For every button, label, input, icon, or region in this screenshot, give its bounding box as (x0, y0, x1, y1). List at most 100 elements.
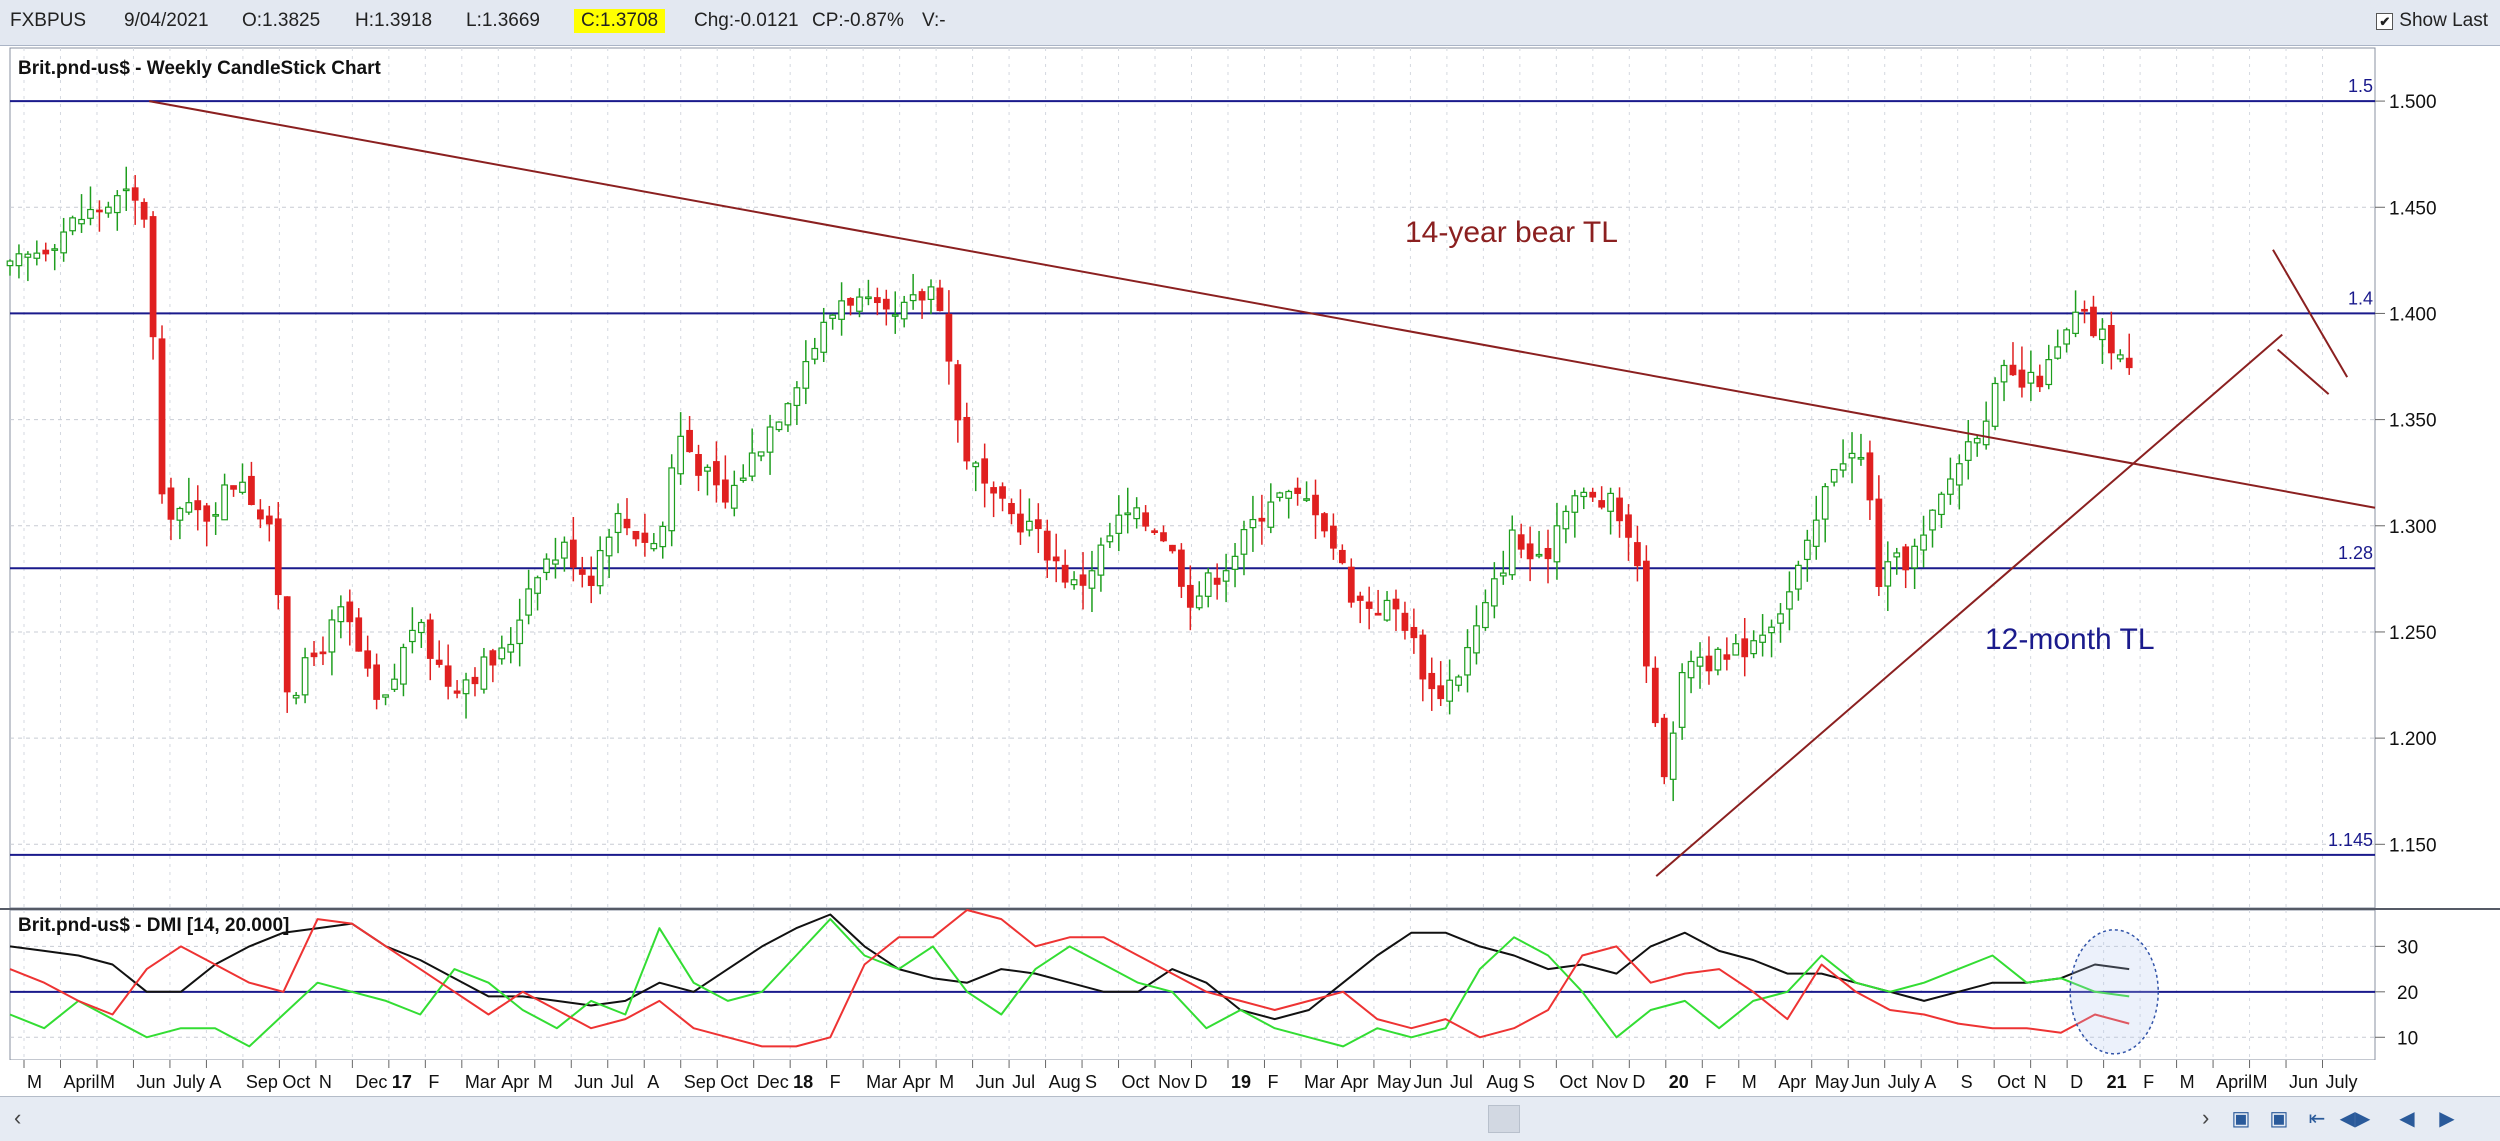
candle-body (704, 466, 711, 472)
candlestick-series (6, 166, 2133, 802)
candle-body (1607, 492, 1614, 512)
candle-body (176, 507, 184, 521)
candle-body (1911, 545, 1918, 569)
candle-body (748, 452, 756, 477)
candle-body (525, 588, 533, 616)
candle-body (1973, 437, 1981, 444)
candle-body (301, 657, 309, 696)
time-tick-label: Oct (1997, 1072, 2025, 1092)
time-tick-label: M (27, 1072, 42, 1092)
candle-body (78, 218, 85, 225)
step-back-icon[interactable]: ◀ (2399, 1107, 2415, 1130)
candle-body (471, 676, 479, 685)
candle-body (1687, 660, 1695, 679)
candle-body (1929, 509, 1936, 531)
candle-body (435, 659, 443, 665)
chart-canvas[interactable]: 1.5 1.4 1.28 1.145 1.500 1.450 1.400 1.350 1.30… (0, 46, 2500, 1096)
candle-body (1026, 520, 1033, 531)
candle-body (498, 647, 506, 660)
candle-body (739, 477, 747, 481)
candle-body (1169, 544, 1176, 552)
zoom-out-icon[interactable]: ▣ (2269, 1107, 2289, 1130)
chart-background (0, 47, 2500, 1096)
candle-body (1902, 546, 1910, 571)
candle-body (2072, 311, 2079, 334)
candle-body (1115, 514, 1123, 534)
candle-body (265, 515, 273, 525)
candle-body (1964, 441, 1972, 461)
volume-value: V:- (922, 10, 946, 31)
candle-body (1347, 566, 1355, 603)
price-tick-label: 1.300 (2389, 517, 2437, 538)
candle-body (1124, 512, 1132, 516)
time-tick-label: Mar (866, 1072, 897, 1092)
dmi-tick-label: 20 (2397, 983, 2418, 1004)
candle-body (1222, 570, 1230, 582)
jump-back-icon[interactable]: ⇤ (2308, 1107, 2326, 1130)
candle-body (2009, 364, 2017, 376)
candle-body (87, 208, 94, 219)
time-tick-label: F (428, 1072, 439, 1092)
candle-body (1803, 539, 1811, 561)
time-tick-label: Apr (501, 1072, 529, 1092)
dmi-chart-title: Brit.pnd-us$ - DMI [14, 20.000] (18, 915, 289, 936)
candle-body (1249, 518, 1257, 529)
candle-body (1589, 491, 1597, 498)
time-tick-label: Apr (1778, 1072, 1806, 1092)
main-plot-area (9, 47, 2376, 909)
candle-body (1455, 676, 1462, 686)
candle-body (1625, 514, 1632, 538)
candle-body (400, 646, 407, 685)
candle-body (24, 253, 32, 258)
candle-body (730, 484, 738, 509)
candle-body (1392, 598, 1400, 610)
time-tick-label: M (2180, 1072, 2195, 1092)
candle-body (221, 484, 228, 521)
candle-body (113, 195, 121, 214)
candle-body (194, 500, 202, 511)
time-tick-label: D (1632, 1072, 1645, 1092)
time-tick-label: July (1888, 1072, 1920, 1092)
scroll-right-arrow[interactable]: › (2202, 1105, 2210, 1130)
time-tick-label: Mar (465, 1072, 496, 1092)
dmi-indicator (9, 909, 2375, 1055)
candle-body (1106, 535, 1114, 543)
candle-body (972, 462, 980, 468)
candle-body (1714, 648, 1722, 671)
scroll-left-arrow[interactable]: ‹ (14, 1105, 22, 1130)
candle-body (1151, 530, 1158, 534)
candle-body (69, 217, 76, 232)
candle-body (918, 291, 926, 301)
candle-body (328, 619, 336, 653)
candle-body (2063, 329, 2071, 345)
show-last-checkbox[interactable]: ✔ (2376, 12, 2394, 30)
price-tick-label: 1.200 (2389, 729, 2437, 750)
candle-body (1258, 517, 1266, 522)
horizontal-scrollbar[interactable]: ‹ › ▣ ▣ ⇤ ◀▶ ◀ ▶ (0, 1096, 2500, 1141)
candle-body (167, 487, 175, 520)
candle-body (1705, 655, 1713, 672)
show-last-label: Show Last (2399, 10, 2488, 31)
jump-forward-icon[interactable]: ◀▶ (2339, 1107, 2371, 1130)
dmi-line-minus-di (9, 909, 2130, 1048)
time-tick-label: 20 (1669, 1072, 1689, 1092)
candle-body (140, 201, 148, 220)
time-tick-label: S (1961, 1072, 1973, 1092)
candle-body (6, 260, 14, 267)
scrollbar-thumb[interactable] (1488, 1105, 1520, 1133)
time-tick-label: Aug (1049, 1072, 1081, 1092)
time-tick-label: M (2253, 1072, 2268, 1092)
time-tick-label: April (63, 1072, 99, 1092)
time-tick-label: Jun (574, 1072, 603, 1092)
level-label: 1.4 (2348, 288, 2373, 308)
low-value: L:1.3669 (466, 10, 540, 31)
candle-body (1517, 534, 1525, 550)
candle-body (239, 481, 246, 493)
candle-body (900, 301, 908, 320)
candle-body (695, 454, 702, 476)
show-last-toggle[interactable]: ✔ Show Last (2376, 10, 2488, 32)
step-forward-icon[interactable]: ▶ (2439, 1107, 2455, 1130)
candle-body (292, 694, 300, 699)
zoom-in-icon[interactable]: ▣ (2231, 1107, 2251, 1130)
candle-body (1240, 528, 1248, 555)
